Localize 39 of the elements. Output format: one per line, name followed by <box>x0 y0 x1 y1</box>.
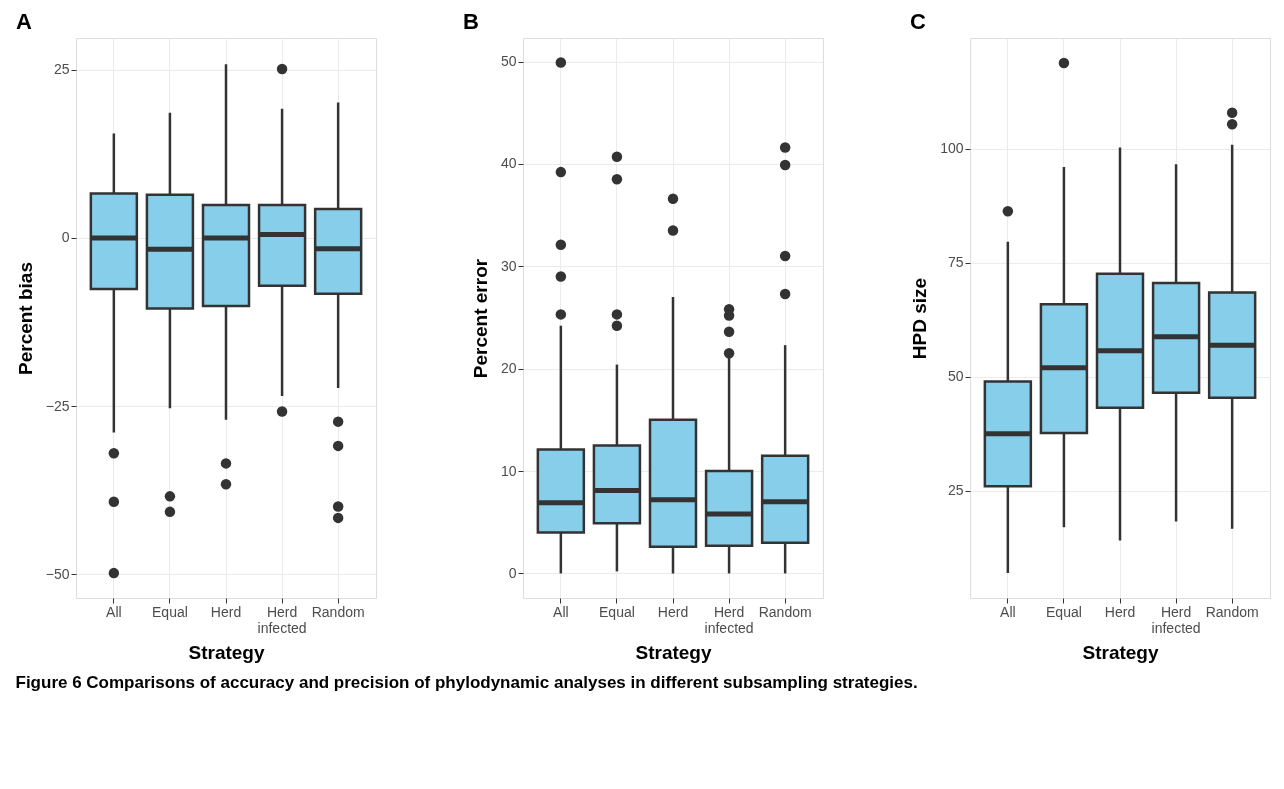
y-tick-label: 0 <box>508 564 517 581</box>
y-tick-label: 30 <box>500 257 517 274</box>
x-tick-label: All <box>106 603 122 620</box>
y-axis-title: Percent error <box>469 258 491 379</box>
x-tick-label: Random <box>311 603 365 620</box>
x-tick-label: Herd <box>1104 603 1136 620</box>
y-tick-label: 40 <box>500 155 517 172</box>
chart-title: A <box>16 9 32 34</box>
x-tick-label: Herd <box>210 603 242 620</box>
x-tick-label: Random <box>758 603 812 620</box>
y-tick-label: 75 <box>947 254 964 271</box>
x-axis-title: Strategy <box>635 641 712 663</box>
y-tick-label: 0 <box>61 229 70 246</box>
y-tick-label: −25 <box>45 397 70 414</box>
x-tick-label: Herd infected <box>704 603 754 636</box>
y-tick-label: 50 <box>500 53 517 70</box>
y-axis-title: HPD size <box>909 277 931 360</box>
x-axis-title: Strategy <box>1082 641 1159 663</box>
x-tick-label: Random <box>1205 603 1259 620</box>
x-tick-label: Herd <box>657 603 689 620</box>
caption: Figure 6 Comparisons of accuracy and precision of phylodynamic analyses in different subsampling strategies. <box>15 672 918 692</box>
x-tick-label: Herd infected <box>257 603 307 636</box>
x-tick-label: Equal <box>599 603 635 620</box>
x-tick-label: Equal <box>152 603 188 620</box>
x-tick-label: All <box>553 603 569 620</box>
x-axis-title: Strategy <box>188 641 265 663</box>
y-axis-title: Percent bias <box>14 262 36 375</box>
x-tick-label: All <box>1000 603 1016 620</box>
y-tick-label: 20 <box>500 360 517 377</box>
chart-title: B <box>463 9 479 34</box>
y-tick-label: 10 <box>500 462 517 479</box>
x-tick-label: Equal <box>1046 603 1082 620</box>
y-tick-label: 100 <box>940 140 964 157</box>
y-tick-label: −50 <box>45 565 70 582</box>
y-tick-label: 50 <box>947 368 964 385</box>
x-tick-label: Herd infected <box>1151 603 1201 636</box>
y-tick-label: 25 <box>947 482 964 499</box>
chart-title: C <box>910 9 926 34</box>
y-tick-label: 25 <box>53 61 70 78</box>
